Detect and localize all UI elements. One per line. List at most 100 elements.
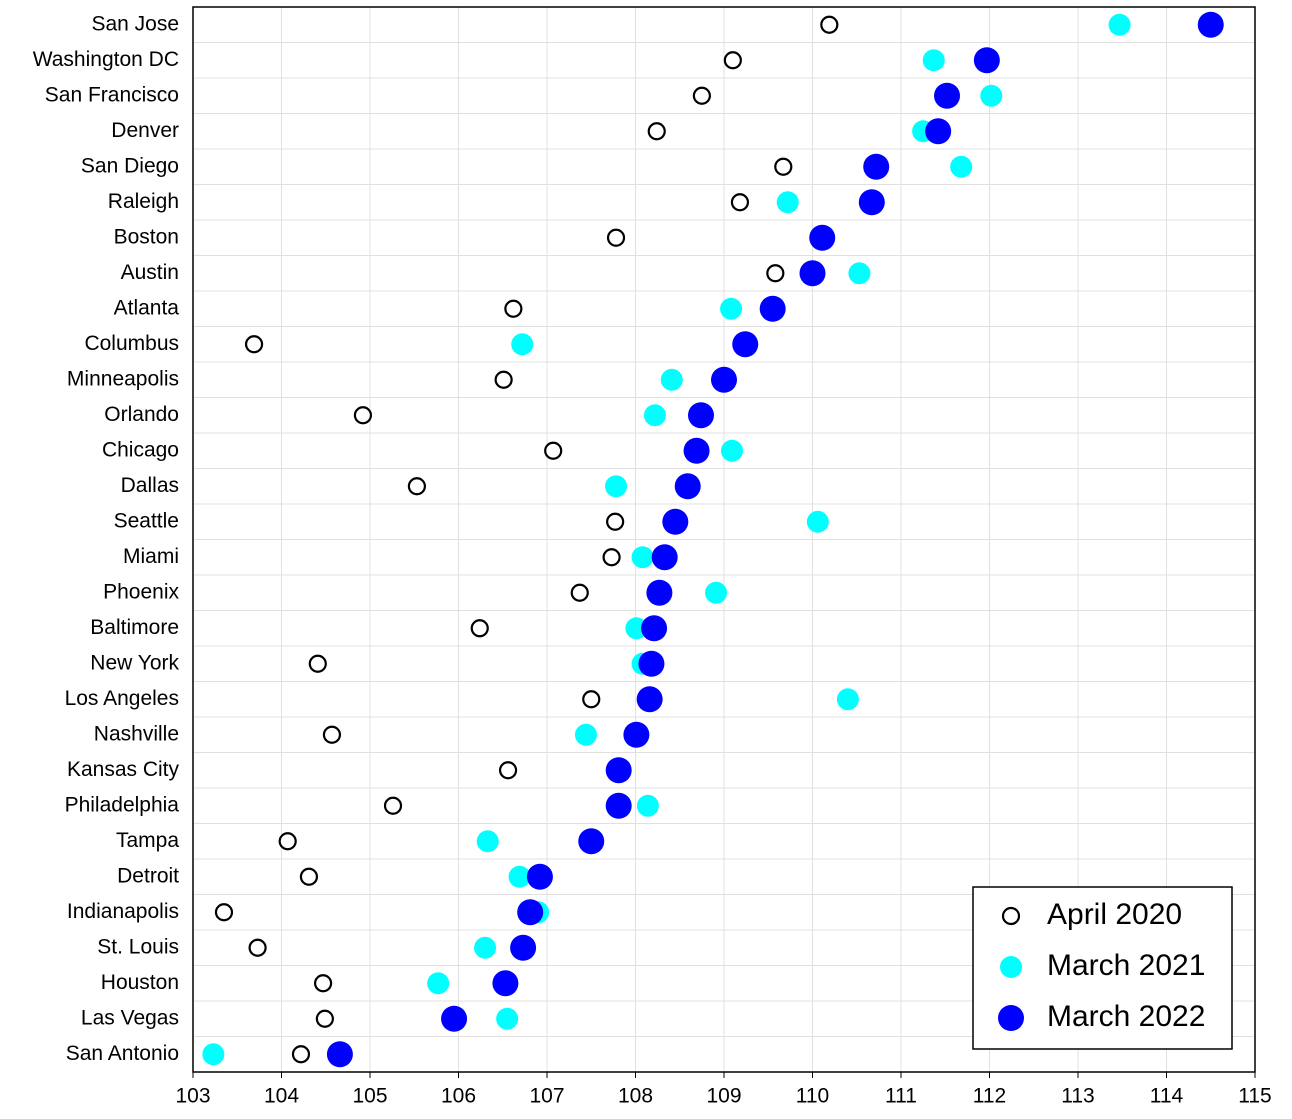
y-tick-label: Las Vegas [81,1006,179,1029]
point [605,757,632,784]
legend-label: March 2021 [1047,949,1205,982]
point [723,51,742,70]
point [299,867,319,886]
point [511,333,534,356]
point [674,473,701,500]
point [662,508,689,535]
point [308,654,327,673]
point [950,155,973,178]
point [214,903,234,922]
point [636,794,659,817]
y-tick-label: St. Louis [97,935,179,958]
x-tick-label: 113 [1061,1085,1094,1108]
y-tick-label: Atlanta [114,296,180,319]
point [934,82,961,109]
point [683,437,710,464]
point [494,370,513,389]
point [278,832,297,851]
point [711,366,737,393]
point [313,974,333,993]
point [248,938,267,957]
point [759,295,786,322]
point [660,368,683,391]
point [508,865,531,888]
y-tick-label: Columbus [84,332,179,355]
point [315,1009,334,1028]
point [244,335,264,354]
y-tick-label: Seattle [114,509,179,532]
point [578,828,605,855]
point [322,725,342,744]
point [605,475,628,498]
x-tick-label: 111 [885,1085,917,1108]
point [582,690,601,709]
point [687,402,714,429]
y-tick-label: Philadelphia [65,793,180,816]
point [646,579,673,606]
x-tick-label: 112 [973,1085,1006,1108]
point [606,228,626,247]
point [720,439,743,462]
point [544,441,563,460]
point [474,936,497,959]
y-tick-label: Minneapolis [67,367,179,390]
point [820,15,839,34]
y-tick-label: Dallas [121,474,179,497]
y-tick-label: Baltimore [90,616,179,639]
point [858,189,885,216]
point [517,899,544,926]
point [510,934,537,961]
point [202,1043,225,1066]
point [647,122,666,141]
point [848,262,871,285]
point [980,84,1003,107]
point [1108,13,1131,36]
point [602,548,621,567]
y-tick-label: Los Angeles [65,687,179,710]
point [407,477,427,496]
point [651,544,678,571]
y-tick-label: Denver [111,119,179,142]
point [470,619,489,638]
legend-label: April 2020 [1047,898,1182,931]
y-tick-label: Kansas City [67,758,180,781]
point [498,761,518,780]
point [836,688,859,711]
point [574,723,597,746]
point [638,650,665,677]
point [441,1005,468,1032]
y-tick-label: San Francisco [45,83,179,106]
point [631,546,654,569]
y-tick-label: Washington DC [33,48,179,71]
x-tick-label: 103 [175,1085,210,1108]
y-tick-label: Tampa [116,829,179,852]
point [973,47,1000,74]
point [730,193,750,212]
point [705,581,728,604]
y-tick-label: Miami [123,545,179,568]
y-tick-label: Austin [121,261,179,284]
x-tick-label: 114 [1150,1085,1184,1108]
y-tick-label: Orlando [104,403,179,426]
point [427,972,450,995]
point [492,970,519,997]
x-tick-label: 104 [264,1085,299,1108]
point [641,615,668,642]
point [720,297,743,320]
x-tick-label: 109 [706,1085,741,1108]
x-tick-label: 107 [529,1085,564,1108]
legend-marker [1000,956,1022,978]
point [291,1045,311,1064]
x-tick-label: 108 [618,1085,653,1108]
point [625,617,648,640]
x-tick-label: 106 [441,1085,476,1108]
y-tick-label: Nashville [94,722,179,745]
point [496,1007,519,1030]
point [605,792,632,819]
point [863,153,890,180]
point [606,512,625,531]
y-tick-label: Phoenix [103,580,179,603]
point [922,49,945,72]
point [476,830,499,853]
